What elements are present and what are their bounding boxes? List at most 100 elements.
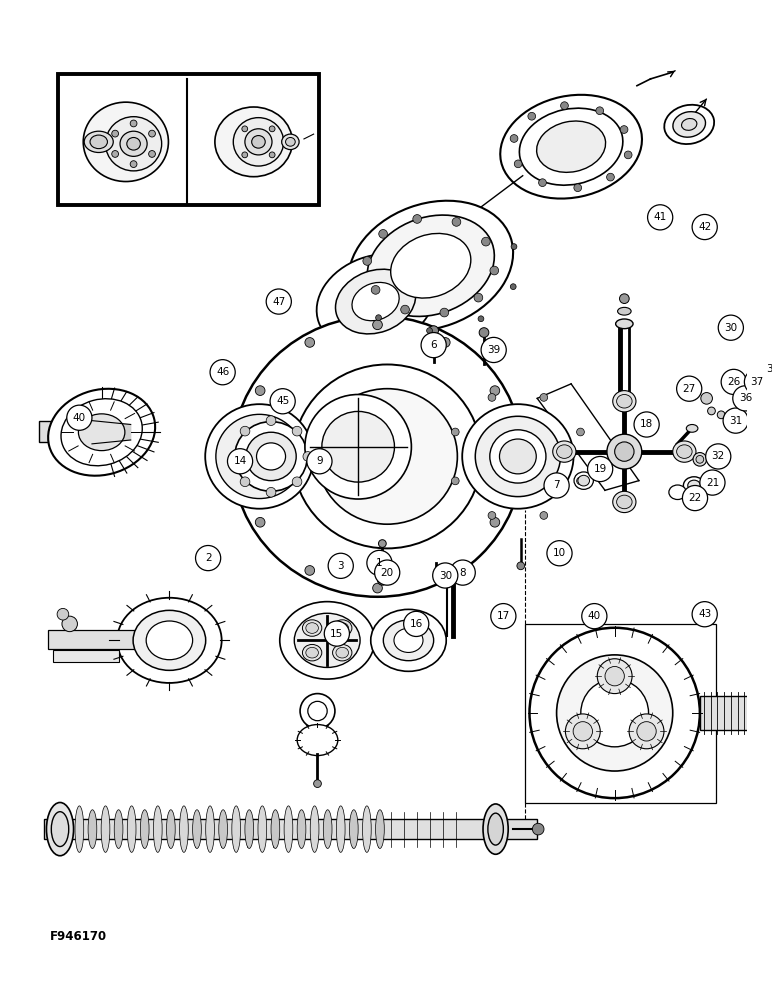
Ellipse shape: [286, 137, 295, 146]
Circle shape: [432, 563, 458, 588]
Text: 8: 8: [459, 568, 466, 578]
Ellipse shape: [500, 95, 642, 199]
Bar: [49, 630, 136, 649]
Circle shape: [574, 184, 581, 192]
Ellipse shape: [297, 810, 306, 848]
Ellipse shape: [245, 810, 254, 848]
Circle shape: [240, 477, 250, 487]
Circle shape: [149, 151, 155, 157]
Ellipse shape: [146, 621, 193, 660]
Ellipse shape: [371, 609, 446, 671]
Ellipse shape: [293, 364, 482, 548]
Ellipse shape: [617, 495, 632, 509]
Circle shape: [305, 338, 315, 347]
Circle shape: [676, 376, 702, 401]
Ellipse shape: [180, 806, 188, 852]
Text: 21: 21: [706, 478, 719, 488]
Bar: [53, 650, 119, 662]
Text: 9: 9: [316, 456, 323, 466]
Ellipse shape: [282, 134, 299, 150]
Text: 30: 30: [724, 323, 737, 333]
Ellipse shape: [322, 411, 394, 482]
Circle shape: [256, 386, 265, 395]
Ellipse shape: [61, 399, 142, 466]
Ellipse shape: [384, 620, 434, 661]
Ellipse shape: [363, 806, 371, 852]
Ellipse shape: [578, 475, 590, 486]
Text: 37: 37: [750, 377, 764, 387]
Circle shape: [404, 611, 428, 636]
Circle shape: [427, 328, 432, 333]
Circle shape: [378, 540, 386, 547]
Text: 40: 40: [73, 413, 86, 423]
Circle shape: [441, 338, 450, 347]
Ellipse shape: [672, 441, 696, 462]
Text: 3: 3: [337, 561, 344, 571]
Circle shape: [508, 452, 518, 461]
Ellipse shape: [376, 810, 384, 848]
Text: 38: 38: [766, 364, 772, 374]
Circle shape: [598, 659, 632, 694]
Circle shape: [721, 369, 747, 394]
Ellipse shape: [574, 472, 594, 489]
Circle shape: [112, 151, 119, 157]
Ellipse shape: [683, 477, 705, 494]
Ellipse shape: [154, 806, 162, 852]
Circle shape: [440, 308, 449, 317]
Circle shape: [421, 333, 446, 358]
Bar: [700, 696, 772, 730]
Text: 42: 42: [698, 222, 711, 232]
Ellipse shape: [394, 628, 423, 652]
Ellipse shape: [688, 480, 700, 491]
Circle shape: [488, 512, 496, 519]
Ellipse shape: [88, 810, 96, 848]
Circle shape: [228, 449, 252, 474]
Circle shape: [490, 386, 499, 395]
Circle shape: [308, 701, 327, 721]
Circle shape: [371, 286, 380, 294]
Ellipse shape: [489, 430, 546, 483]
Ellipse shape: [615, 319, 633, 329]
Ellipse shape: [90, 135, 107, 149]
Circle shape: [401, 305, 409, 314]
Ellipse shape: [336, 647, 348, 658]
Ellipse shape: [205, 806, 215, 852]
Ellipse shape: [669, 485, 686, 500]
Ellipse shape: [232, 316, 523, 597]
Ellipse shape: [233, 118, 283, 166]
Ellipse shape: [520, 108, 623, 185]
Ellipse shape: [537, 121, 605, 172]
Ellipse shape: [297, 725, 338, 756]
Circle shape: [573, 722, 592, 741]
Ellipse shape: [75, 806, 83, 852]
Circle shape: [149, 130, 155, 137]
Circle shape: [511, 244, 517, 249]
Ellipse shape: [141, 810, 149, 848]
Circle shape: [560, 102, 568, 110]
Ellipse shape: [245, 432, 296, 481]
Circle shape: [540, 512, 547, 519]
Text: 15: 15: [330, 629, 344, 639]
Circle shape: [706, 444, 731, 469]
Ellipse shape: [476, 416, 560, 497]
Circle shape: [367, 550, 392, 576]
Ellipse shape: [352, 282, 399, 321]
Circle shape: [293, 426, 302, 436]
Ellipse shape: [323, 810, 332, 848]
Text: 47: 47: [273, 297, 286, 307]
Ellipse shape: [682, 119, 697, 130]
Ellipse shape: [333, 644, 352, 661]
Circle shape: [510, 135, 518, 142]
Ellipse shape: [106, 117, 161, 171]
Circle shape: [596, 107, 604, 115]
Circle shape: [266, 416, 276, 425]
Ellipse shape: [258, 806, 266, 852]
Ellipse shape: [279, 602, 374, 679]
Circle shape: [313, 780, 321, 787]
Ellipse shape: [336, 623, 348, 633]
Ellipse shape: [114, 810, 123, 848]
Ellipse shape: [303, 620, 322, 636]
Circle shape: [615, 442, 634, 461]
Text: 7: 7: [554, 480, 560, 490]
Ellipse shape: [557, 445, 572, 458]
